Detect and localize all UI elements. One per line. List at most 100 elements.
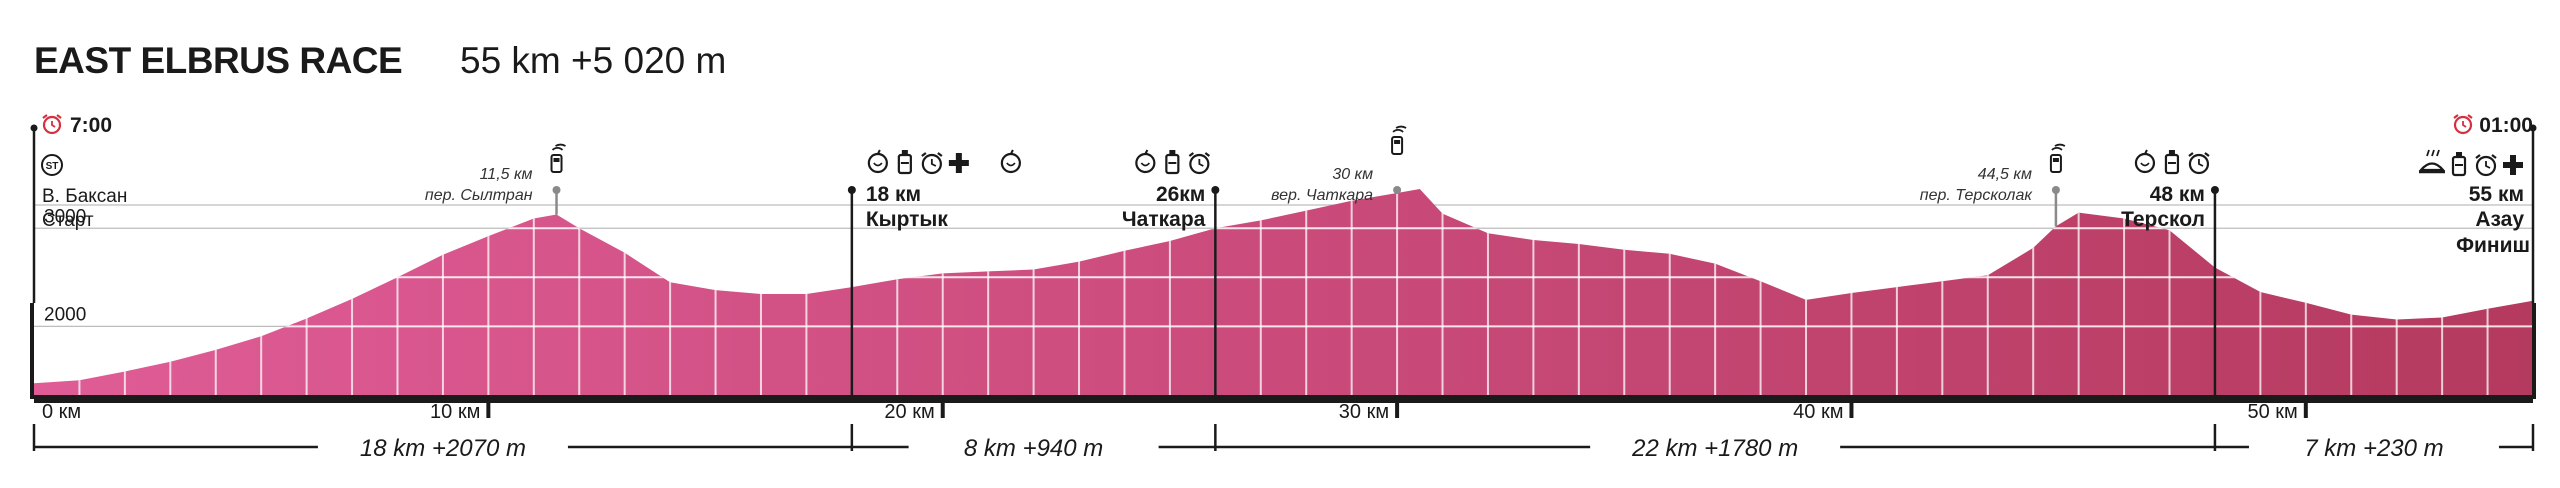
alarm-face [2453, 115, 2473, 135]
clock-face [2188, 153, 2210, 175]
water-cap [2456, 152, 2462, 157]
food-icon [1000, 149, 1021, 174]
cutoff-clock-icon [2475, 154, 2497, 177]
cutoff-clock-icon [1188, 152, 1211, 175]
y-tick-label: 2000 [44, 304, 86, 325]
medical-cross [2503, 155, 2523, 175]
clock-bells [921, 152, 943, 157]
water-icon [2164, 150, 2180, 175]
pass-distance: 30 км [1332, 166, 1373, 183]
alarm-icon [42, 114, 62, 135]
checkpoint-name: Терскол [2121, 208, 2205, 231]
start-time: 7:00 [70, 114, 112, 137]
segment-label: 18 km +2070 m [360, 435, 526, 462]
pass-distance: 44,5 км [1978, 166, 2032, 183]
start-badge-text: ST [46, 161, 59, 172]
pass-name: пер. Терсколак [1920, 187, 2034, 204]
food-outline [1135, 152, 1156, 174]
water-icon [897, 150, 912, 175]
start-badge-icon: ST [41, 154, 63, 176]
radio-waves [551, 143, 566, 151]
radio-icon [550, 143, 566, 173]
finish-time: 01:00 [2479, 114, 2533, 137]
food-outline [1000, 152, 1021, 174]
hot-meal-icon [2418, 149, 2446, 174]
food-stem [2144, 149, 2148, 155]
clock-bells [1188, 152, 1211, 157]
start-marker-dot [30, 124, 38, 132]
pass-distance: 11,5 км [480, 166, 533, 183]
radio-waves [1392, 125, 1407, 133]
aid-station-dot [847, 186, 856, 194]
aid-station-dot [2210, 186, 2219, 194]
checkpoint-distance: 26км [1156, 183, 1205, 206]
start-badge-circle [41, 154, 63, 176]
food-stem [876, 149, 881, 155]
water-icon [2451, 152, 2467, 177]
clock-face [921, 153, 942, 175]
food-detail [1140, 162, 1151, 167]
water-cap [2168, 150, 2175, 155]
race-title: EAST ELBRUS RACE [34, 40, 403, 81]
clock-bells [2188, 152, 2210, 157]
food-detail [1006, 162, 1016, 167]
finish-marker-dot [2529, 124, 2537, 132]
clock-hands [1198, 159, 1204, 167]
segment-label-background [317, 433, 568, 461]
clock-hands [930, 159, 937, 167]
segment-label: 8 km +940 m [964, 435, 1103, 462]
segment-label-background [1590, 433, 1841, 461]
segment-label: 7 km +230 m [2304, 435, 2443, 462]
clock-face [2475, 155, 2497, 177]
medical-icon [948, 153, 969, 173]
radio-icon [1391, 125, 1407, 155]
radio-body [2049, 154, 2062, 173]
water-cap [901, 150, 908, 155]
food-icon [1135, 149, 1156, 174]
radio-body [550, 154, 563, 173]
checkpoint-name-secondary: Финиш [2456, 234, 2530, 257]
pass-name: пер. Сылтран [425, 187, 533, 204]
pass-marker-dot [1393, 186, 1402, 194]
radio-screen [1394, 140, 1401, 144]
meal-dome [2418, 162, 2446, 172]
elevation-profile-area [34, 189, 2533, 395]
clock-hands [2198, 159, 2204, 167]
pass-marker-dot [552, 186, 561, 194]
checkpoint-distance: 18 км [866, 183, 921, 206]
radio-icon [2049, 143, 2066, 173]
food-outline [2134, 152, 2156, 174]
food-stem [1144, 149, 1149, 155]
x-tick-label: 40 км [1793, 401, 1843, 423]
cutoff-clock-icon [921, 152, 943, 175]
water-icon [1165, 150, 1180, 175]
radio-screen [553, 158, 560, 162]
segment-label-background [908, 433, 1159, 461]
alarm-bells [2453, 114, 2473, 119]
aid-station-dot [1211, 186, 1220, 194]
checkpoint-name: Кыртык [866, 208, 949, 231]
race-stats: 55 km +5 020 m [460, 40, 727, 81]
medical-icon [2503, 155, 2523, 175]
checkpoint-distance: 55 км [2469, 183, 2524, 206]
food-outline [867, 152, 888, 174]
x-tick-label: 10 км [430, 401, 480, 423]
x-tick-label: 20 км [884, 401, 934, 423]
x-tick-label: 30 км [1339, 401, 1389, 423]
clock-face [1189, 153, 1210, 175]
x-tick-label: 50 км [2248, 401, 2298, 423]
water-cap [1169, 150, 1176, 155]
checkpoint-name: Азау [2475, 208, 2524, 231]
cutoff-clock-icon [2188, 152, 2210, 175]
radio-body [1391, 136, 1404, 155]
y-tick-label: 3000 [44, 206, 86, 227]
segment-label: 22 km +1780 m [1631, 435, 1798, 462]
food-detail [873, 162, 883, 167]
checkpoint-name-secondary: Старт [42, 210, 94, 231]
alarm-face [42, 115, 62, 135]
checkpoint-name: В. Баксан [42, 186, 127, 207]
alarm-bells [42, 114, 62, 119]
meal-steam [2426, 149, 2440, 157]
alarm-icon [2453, 114, 2473, 135]
